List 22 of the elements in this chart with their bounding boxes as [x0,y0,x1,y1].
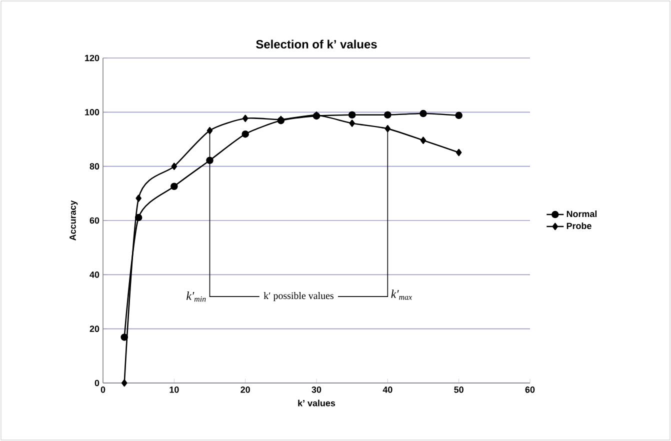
x-tick-label: 30 [312,386,322,393]
x-axis-title: k’ values [298,400,336,406]
y-tick-label: 120 [85,54,100,62]
y-tick-label: 40 [90,271,100,278]
x-tick-label: 50 [454,386,464,393]
legend-label: Probe [566,222,592,230]
y-tick-label: 100 [85,108,100,116]
annotation: k′ possible values [264,292,334,302]
x-tick-label: 60 [525,386,535,393]
x-tick-label: 20 [240,386,250,393]
x-tick-label: 0 [100,386,106,393]
annotation: k′$_{max}$ [391,290,412,300]
y-tick-label: 60 [90,217,100,224]
chart-title: Selection of k’ values [256,40,377,48]
legend-label: Normal [566,210,597,218]
y-tick-label: 0 [94,380,100,386]
y-tick-label: 20 [90,326,100,332]
y-axis-title: Accuracy [70,200,78,240]
x-tick-label: 40 [382,386,392,393]
y-tick-label: 80 [90,163,100,170]
annotation: k′$_{min}$ [186,292,206,302]
x-tick-label: 10 [170,386,179,393]
